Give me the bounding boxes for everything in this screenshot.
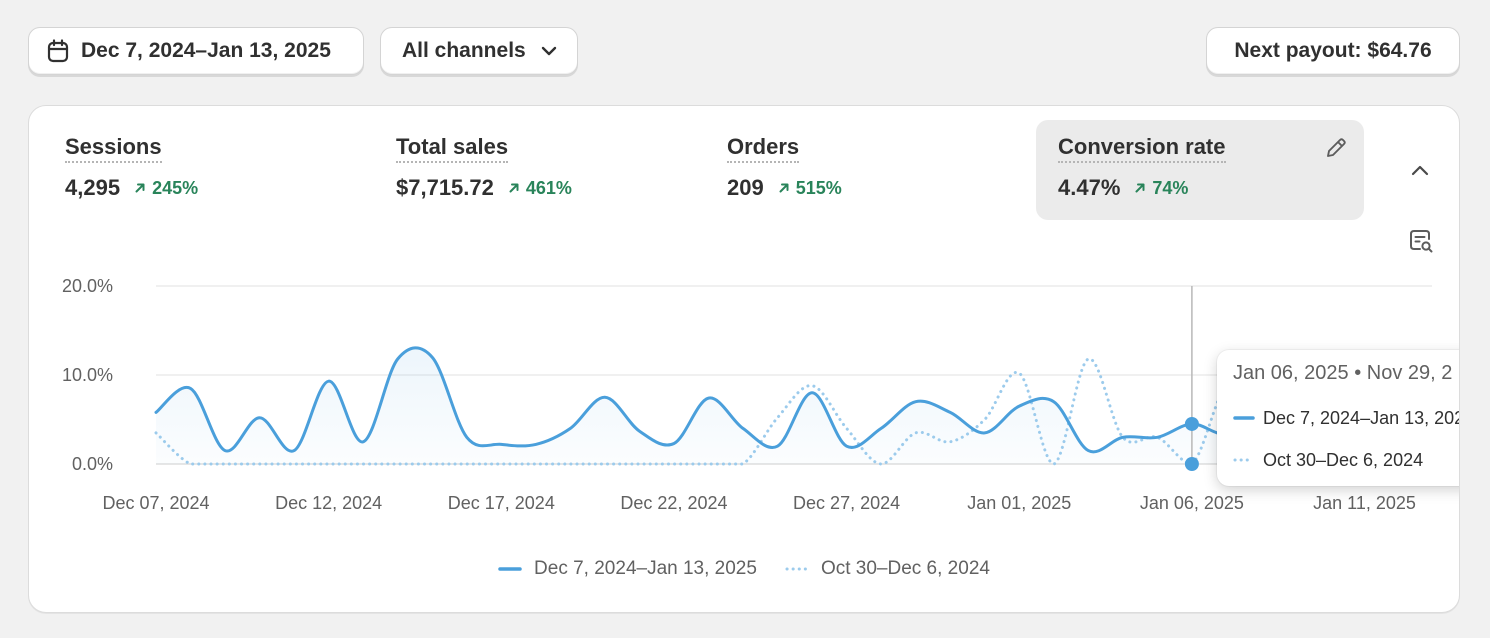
legend-item-comparison[interactable]: Oct 30–Dec 6, 2024	[785, 558, 990, 580]
chevron-down-icon	[541, 46, 556, 56]
legend-current-label: Dec 7, 2024–Jan 13, 2025	[534, 558, 757, 579]
y-tick-label: 10.0%	[62, 365, 113, 385]
arrow-up-right-icon	[779, 183, 789, 193]
metric-delta: 245%	[134, 178, 198, 199]
arrow-up-right-icon	[1135, 183, 1145, 193]
x-tick-label: Dec 22, 2024	[620, 493, 727, 513]
metric-value: $7,715.72	[396, 175, 494, 200]
metric-value: 209	[727, 175, 764, 200]
x-tick-label: Dec 17, 2024	[448, 493, 555, 513]
channels-dropdown[interactable]: All channels	[380, 27, 578, 75]
chevron-up-icon[interactable]	[1409, 162, 1431, 178]
date-range-button[interactable]: Dec 7, 2024–Jan 13, 2025	[28, 27, 364, 75]
tooltip-current-label: Dec 7, 2024–Jan 13, 202	[1263, 407, 1460, 428]
x-tick-label: Dec 12, 2024	[275, 493, 382, 513]
hover-point-current	[1184, 416, 1199, 431]
metric-delta: 461%	[508, 178, 572, 199]
metric-delta-value: 515%	[795, 177, 842, 198]
solid-line-swatch-icon	[498, 567, 522, 571]
arrow-up-right-icon	[135, 183, 145, 193]
chart-legend: Dec 7, 2024–Jan 13, 2025 Oct 30–Dec 6, 2…	[29, 558, 1459, 580]
chart-tooltip: Jan 06, 2025 • Nov 29, 2 Dec 7, 2024–Jan…	[1217, 350, 1460, 486]
next-payout-button[interactable]: Next payout: $64.76	[1206, 27, 1460, 75]
x-tick-label: Dec 07, 2024	[102, 493, 209, 513]
metric-label: Conversion rate	[1058, 134, 1226, 163]
analytics-card: Sessions 4,295 245% Total sales $7,715.7…	[28, 105, 1460, 613]
pencil-icon[interactable]	[1324, 136, 1348, 160]
chart-search-icon[interactable]	[1408, 228, 1434, 254]
metric-delta-value: 461%	[525, 177, 572, 198]
tooltip-row-current: Dec 7, 2024–Jan 13, 202	[1233, 397, 1460, 439]
calendar-icon	[47, 39, 69, 63]
tooltip-comparison-label: Oct 30–Dec 6, 2024	[1263, 449, 1424, 470]
y-tick-label: 0.0%	[72, 454, 113, 474]
metric-total-sales[interactable]: Total sales $7,715.72 461%	[368, 120, 688, 220]
x-tick-label: Dec 27, 2024	[793, 493, 900, 513]
x-tick-label: Jan 01, 2025	[967, 493, 1071, 513]
arrow-up-right-icon	[509, 183, 519, 193]
current-series-line	[154, 346, 1263, 454]
hover-point-comparison	[1184, 457, 1199, 471]
tooltip-row-comparison: Oct 30–Dec 6, 2024	[1233, 439, 1459, 481]
metric-delta-value: 245%	[152, 177, 199, 198]
payout-label: Next payout: $64.76	[1234, 39, 1432, 62]
date-range-label: Dec 7, 2024–Jan 13, 2025	[81, 39, 331, 62]
metric-label: Orders	[727, 134, 800, 163]
current-series-area	[156, 347, 1261, 464]
metric-delta-value: 74%	[1152, 177, 1189, 198]
metric-value: 4.47%	[1058, 175, 1121, 200]
dotted-line-swatch-icon	[785, 567, 809, 571]
y-tick-label: 20.0%	[62, 276, 113, 296]
x-tick-label: Jan 11, 2025	[1313, 493, 1416, 513]
solid-line-swatch-icon	[1233, 416, 1255, 420]
metric-delta: 74%	[1134, 178, 1188, 199]
metric-orders[interactable]: Orders 209 515%	[699, 120, 1019, 220]
comparison-series-line	[154, 357, 1263, 466]
metric-sessions[interactable]: Sessions 4,295 245%	[37, 120, 357, 220]
conversion-rate-chart: 20.0% 10.0% 0.0% Dec 07, 2024 Dec 12, 2024 D…	[62, 276, 1432, 513]
metric-conversion-rate[interactable]: Conversion rate 4.47% 74%	[1036, 120, 1364, 220]
x-tick-label: Jan 06, 2025	[1140, 493, 1244, 513]
metric-label: Total sales	[396, 134, 509, 163]
dotted-line-swatch-icon	[1233, 458, 1255, 462]
tooltip-title: Jan 06, 2025 • Nov 29, 2	[1233, 362, 1453, 384]
metric-label: Sessions	[65, 134, 162, 163]
legend-item-current[interactable]: Dec 7, 2024–Jan 13, 2025	[498, 558, 757, 580]
metric-value: 4,295	[65, 175, 121, 200]
legend-comparison-label: Oct 30–Dec 6, 2024	[820, 558, 990, 579]
channels-label: All channels	[402, 39, 526, 62]
metric-delta: 515%	[778, 178, 842, 199]
